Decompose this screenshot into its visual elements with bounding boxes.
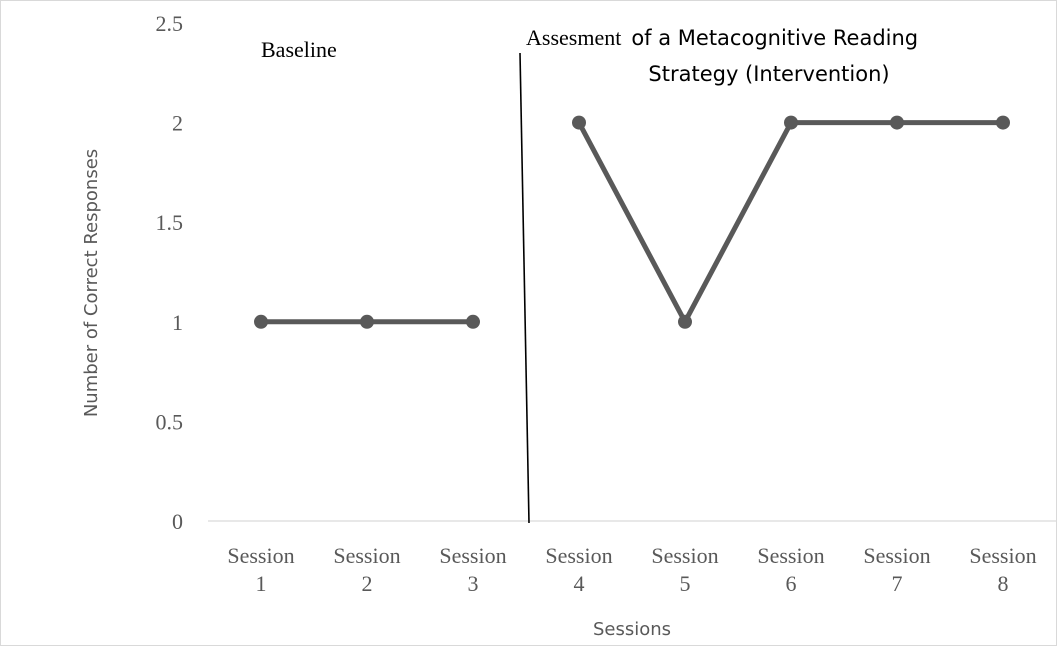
y-tick-label: 0.5 xyxy=(156,409,184,434)
series-line-intervention xyxy=(576,120,1006,325)
data-point xyxy=(996,115,1010,130)
data-point xyxy=(360,314,374,329)
y-tick-label: 1.5 xyxy=(156,210,184,235)
x-tick-label: Session 7 xyxy=(863,543,930,596)
data-point xyxy=(254,314,268,329)
x-tick-label: Session 8 xyxy=(969,543,1036,596)
y-tick-label: 2 xyxy=(172,111,183,136)
baseline-label: Baseline xyxy=(261,37,337,62)
intervention-label-rest: of a Metacognitive Reading xyxy=(631,26,918,50)
x-tick-label: Session 5 xyxy=(651,543,718,596)
data-point xyxy=(466,314,480,329)
x-tick-label: Session 6 xyxy=(757,543,824,596)
phase-change-line xyxy=(519,52,530,524)
intervention-label-line1: Assesment of a Metacognitive Reading xyxy=(526,25,918,50)
x-axis-title: Sessions xyxy=(593,619,671,640)
series-group xyxy=(254,115,1010,329)
data-point xyxy=(784,115,798,130)
x-tick-label: Session 2 xyxy=(333,543,400,596)
data-point xyxy=(572,115,586,130)
y-axis-title: Number of Correct Responses xyxy=(81,149,102,417)
x-axis-ticks: Session 1 Session 2 Session 3 Session 4 Session 5… xyxy=(227,543,1036,596)
x-tick-label: Session 3 xyxy=(439,543,506,596)
x-tick-label: Session 1 xyxy=(227,543,294,596)
intervention-label-prefix: Assesment xyxy=(526,25,621,50)
data-point xyxy=(678,314,692,329)
y-axis-ticks: 0 0.5 1 1.5 2 2.5 xyxy=(156,11,184,534)
y-tick-label: 1 xyxy=(172,310,183,335)
y-tick-label: 0 xyxy=(172,509,183,534)
x-tick-label: Session 4 xyxy=(545,543,612,596)
y-tick-label: 2.5 xyxy=(156,11,184,36)
data-point xyxy=(890,115,904,130)
intervention-label-line2: Strategy (Intervention) xyxy=(648,62,889,86)
